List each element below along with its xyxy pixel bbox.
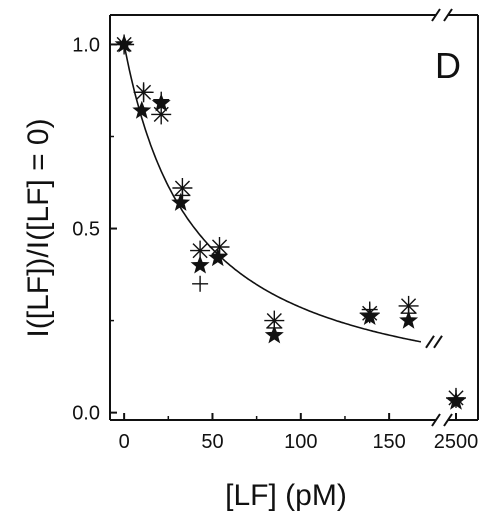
plus-marker xyxy=(266,319,283,336)
asterisk-stroke xyxy=(153,106,169,122)
axis-break-marks xyxy=(425,8,453,427)
y-axis-title: I([LF])/I([LF] = 0) xyxy=(22,118,55,337)
plus-marker xyxy=(400,305,417,322)
curve-break-slash xyxy=(425,335,435,349)
asterisk-marker xyxy=(190,240,211,261)
x-axis-title: [LF] (pM) xyxy=(225,479,347,512)
panel-label: D xyxy=(435,45,461,86)
axis-break-slash xyxy=(443,413,453,427)
x-axis-ticks: 0 50 100 150 2500 xyxy=(119,413,479,453)
star-marker xyxy=(132,100,152,119)
data-markers xyxy=(114,34,466,410)
y-tick-label: 0.0 xyxy=(72,403,100,425)
fit-curve xyxy=(123,44,422,343)
y-tick-label: 0.5 xyxy=(72,219,100,241)
plus-marker xyxy=(174,187,191,204)
star-marker xyxy=(171,192,191,211)
x-tick-label: 150 xyxy=(372,431,405,453)
x-tick-label: 0 xyxy=(119,431,130,453)
asterisk-marker xyxy=(151,104,172,125)
fit-curve-group xyxy=(123,44,422,343)
plus-marker xyxy=(116,36,133,53)
axis-break-slash xyxy=(443,8,453,22)
asterisk-stroke xyxy=(192,243,208,259)
x-tick-label-break: 2500 xyxy=(434,431,479,453)
curve-break-slash xyxy=(433,335,443,349)
plot-frame xyxy=(109,14,479,421)
y-tick-label: 1.0 xyxy=(72,34,100,56)
plus-marker xyxy=(361,301,378,318)
axis-break-slash xyxy=(431,413,441,427)
y-axis-ticks: 0.0 0.5 1.0 xyxy=(72,34,117,425)
plus-marker xyxy=(192,275,209,292)
x-tick-label: 50 xyxy=(201,431,223,453)
star-marker xyxy=(208,248,228,267)
axis-break-slash xyxy=(431,8,441,22)
plus-marker xyxy=(211,246,228,263)
plus-marker xyxy=(135,84,152,101)
plus-marker xyxy=(448,389,464,406)
x-tick-label: 100 xyxy=(284,431,317,453)
plus-marker xyxy=(153,91,170,108)
star-marker xyxy=(190,255,210,274)
